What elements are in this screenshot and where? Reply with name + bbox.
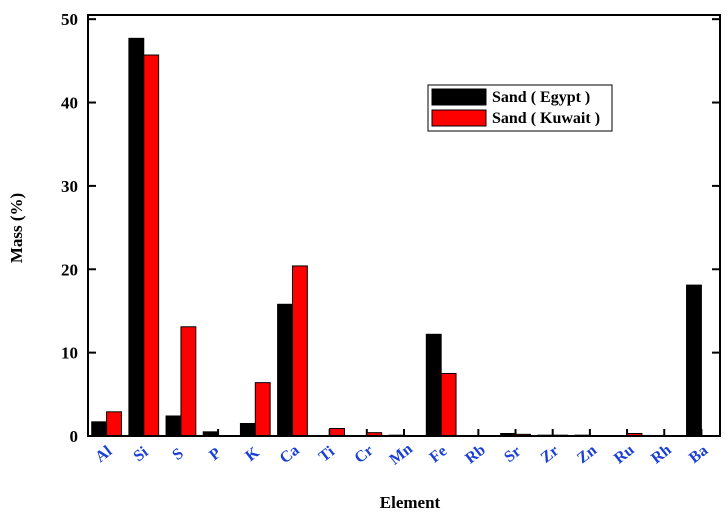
legend-label: Sand ( Kuwait ) — [492, 110, 600, 127]
y-tick-label: 20 — [61, 260, 78, 279]
bar — [106, 411, 122, 437]
y-tick-label: 10 — [61, 344, 78, 363]
bar — [180, 326, 197, 437]
y-axis-label: Mass (%) — [7, 193, 26, 263]
bar — [291, 265, 308, 437]
x-tick-label: Fe — [427, 443, 451, 467]
x-tick-label: K — [242, 444, 263, 465]
x-tick-label: Ti — [316, 443, 339, 466]
bar — [143, 54, 160, 437]
x-tick-label: Rh — [648, 441, 675, 467]
bar — [165, 415, 182, 437]
x-tick-label: Zr — [538, 442, 562, 466]
x-tick-label: S — [169, 445, 187, 464]
x-axis-label: Element — [380, 493, 441, 512]
bar — [440, 372, 457, 437]
y-tick-label: 40 — [61, 94, 78, 113]
bar — [329, 427, 346, 437]
legend-label: Sand ( Egypt ) — [492, 89, 590, 106]
bar — [254, 382, 271, 437]
legend-swatch — [431, 109, 487, 127]
x-tick-label: Ba — [686, 442, 711, 467]
y-tick-label: 50 — [61, 10, 78, 29]
bar — [425, 333, 442, 437]
plot-frame — [87, 14, 721, 437]
x-tick-label: Al — [92, 442, 116, 466]
x-tick-label: P — [206, 445, 224, 465]
bar — [128, 37, 145, 437]
x-tick-label: Rb — [462, 441, 489, 467]
x-tick-label: Si — [131, 443, 152, 465]
legend-swatch — [431, 88, 487, 106]
bar — [91, 421, 108, 437]
x-tick-label: Sr — [501, 443, 524, 466]
x-tick-label: Ru — [611, 441, 638, 467]
x-tick-label: Zn — [574, 442, 600, 468]
bar — [277, 303, 293, 437]
x-tick-label: Mn — [387, 440, 416, 468]
x-tick-label: Ca — [277, 442, 303, 467]
bar — [239, 422, 256, 437]
y-tick-label: 30 — [61, 177, 78, 196]
y-tick-label: 0 — [70, 427, 79, 446]
bar — [686, 284, 702, 437]
x-tick-label: Cr — [351, 442, 376, 467]
legend: Sand ( Egypt ) Sand ( Kuwait ) — [427, 84, 613, 132]
